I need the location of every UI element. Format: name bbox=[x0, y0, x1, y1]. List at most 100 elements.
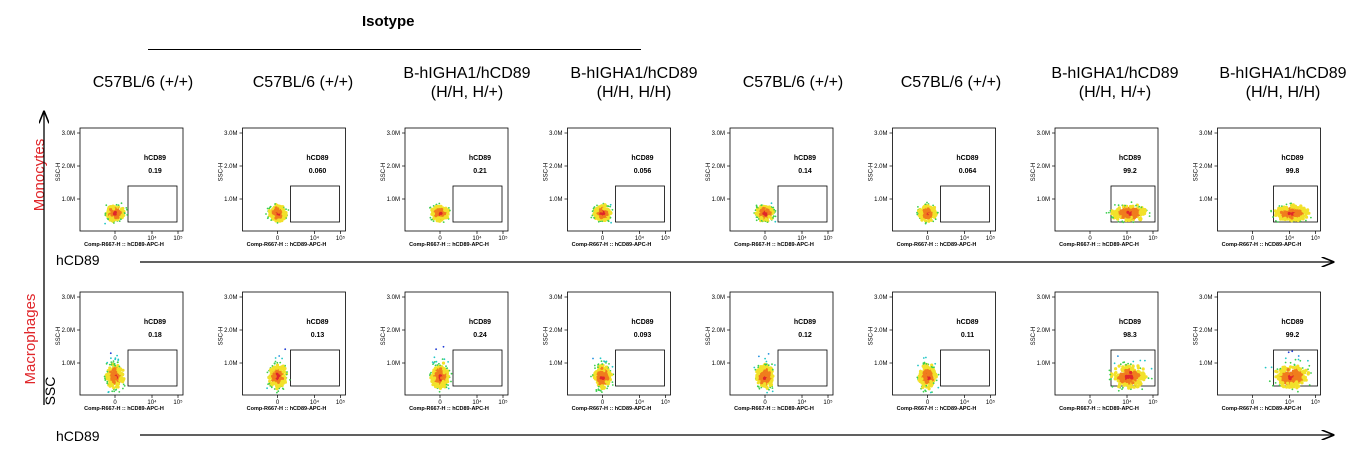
event-dot bbox=[1272, 216, 1274, 218]
y-tick-label: 1.0M bbox=[224, 197, 237, 203]
event-dot bbox=[1304, 215, 1309, 219]
event-dot bbox=[266, 371, 269, 374]
y-tick-label: 2.0M bbox=[224, 164, 237, 170]
y-tick-label: 2.0M bbox=[1037, 164, 1050, 170]
event-dot bbox=[1135, 204, 1137, 207]
event-dot bbox=[445, 215, 450, 219]
y-tick-label: 3.0M bbox=[62, 131, 75, 137]
event-dot bbox=[436, 364, 439, 366]
event-dot bbox=[274, 209, 278, 213]
event-dot bbox=[266, 217, 269, 220]
event-dot bbox=[1299, 204, 1303, 208]
event-dot bbox=[430, 371, 432, 374]
event-dot bbox=[117, 204, 120, 207]
event-dot bbox=[934, 362, 937, 365]
event-dot bbox=[757, 380, 761, 384]
panel-frame bbox=[1054, 127, 1159, 232]
x-tick-label: 0 bbox=[926, 400, 930, 406]
event-dot bbox=[605, 360, 608, 363]
event-dot bbox=[1138, 205, 1141, 208]
event-dot bbox=[103, 375, 106, 378]
event-dot bbox=[114, 358, 117, 361]
event-dot bbox=[1111, 385, 1114, 388]
event-dot bbox=[1282, 369, 1286, 373]
event-dot bbox=[765, 371, 769, 375]
x-tick-label: 10⁵ bbox=[336, 399, 346, 406]
event-dot bbox=[270, 215, 275, 219]
y-tick-label: 2.0M bbox=[549, 328, 562, 334]
gate-value: 0.12 bbox=[798, 332, 812, 339]
event-dot bbox=[111, 376, 115, 381]
event-dot bbox=[1272, 384, 1274, 387]
event-dot bbox=[921, 206, 926, 210]
event-dot bbox=[1132, 370, 1137, 374]
event-dot bbox=[920, 377, 924, 381]
event-dot bbox=[1281, 384, 1286, 388]
event-dot bbox=[922, 213, 926, 217]
event-dot bbox=[442, 367, 446, 371]
y-tick-label: 1.0M bbox=[387, 197, 400, 203]
event-dot bbox=[772, 217, 774, 219]
x-tick-label: 10⁴ bbox=[1122, 399, 1132, 406]
x-tick-label: 10⁴ bbox=[960, 235, 970, 242]
event-dot bbox=[924, 389, 926, 392]
gate-box bbox=[452, 349, 503, 387]
x-tick-label: 10⁵ bbox=[1148, 235, 1158, 242]
event-dot bbox=[1290, 203, 1294, 207]
event-dot bbox=[755, 377, 759, 381]
event-dot bbox=[596, 206, 600, 210]
event-dot bbox=[936, 211, 939, 214]
event-dot bbox=[765, 218, 769, 222]
event-dot bbox=[123, 212, 126, 214]
event-dot bbox=[1282, 217, 1286, 221]
panel-xlabel: Comp-R667-H :: hCD89-APC-H bbox=[734, 242, 814, 248]
y-tick-label: 2.0M bbox=[62, 164, 75, 170]
event-dot bbox=[106, 370, 109, 373]
x-tick-label: 10⁵ bbox=[986, 235, 996, 242]
event-dot bbox=[110, 363, 113, 366]
panel-frame bbox=[404, 291, 509, 396]
event-dot bbox=[277, 390, 280, 393]
event-dot bbox=[435, 219, 439, 223]
event-dot bbox=[1120, 367, 1124, 371]
x-tick-label: 10⁴ bbox=[310, 399, 320, 406]
x-tick-label: 10⁴ bbox=[1285, 399, 1295, 406]
y-tick-label: 3.0M bbox=[549, 131, 562, 137]
x-tick-label: 0 bbox=[276, 236, 280, 242]
y-tick-label: 2.0M bbox=[549, 164, 562, 170]
x-tick-label: 10⁵ bbox=[336, 235, 346, 242]
panel-xlabel: Comp-R667-H :: hCD89-APC-H bbox=[572, 406, 652, 412]
event-dot bbox=[920, 211, 924, 216]
event-dot bbox=[433, 356, 436, 359]
event-dot bbox=[266, 207, 269, 210]
event-dot bbox=[767, 364, 770, 367]
panel-ylabel: SSC-H bbox=[219, 163, 225, 182]
event-dot bbox=[1294, 375, 1298, 379]
event-dot bbox=[1282, 366, 1286, 370]
event-dot bbox=[1114, 367, 1118, 371]
y-tick-label: 2.0M bbox=[712, 328, 725, 334]
event-dot bbox=[1282, 375, 1286, 379]
gate-value: 0.14 bbox=[798, 168, 812, 175]
gate-box bbox=[290, 185, 340, 223]
event-dot bbox=[1281, 381, 1285, 385]
event-dot bbox=[1119, 363, 1122, 366]
event-dot bbox=[1120, 211, 1124, 215]
event-dot bbox=[1279, 210, 1284, 214]
event-dot bbox=[767, 371, 771, 375]
panel-frame bbox=[79, 127, 184, 232]
event-dot bbox=[1142, 378, 1146, 382]
gate-value: 0.18 bbox=[148, 332, 162, 339]
x-axis-label-row1: hCD89 bbox=[56, 252, 100, 268]
event-dot bbox=[281, 212, 285, 216]
y-tick-label: 1.0M bbox=[1199, 197, 1212, 203]
event-dot bbox=[267, 209, 271, 214]
event-dot bbox=[108, 366, 112, 370]
event-dot bbox=[930, 363, 934, 367]
